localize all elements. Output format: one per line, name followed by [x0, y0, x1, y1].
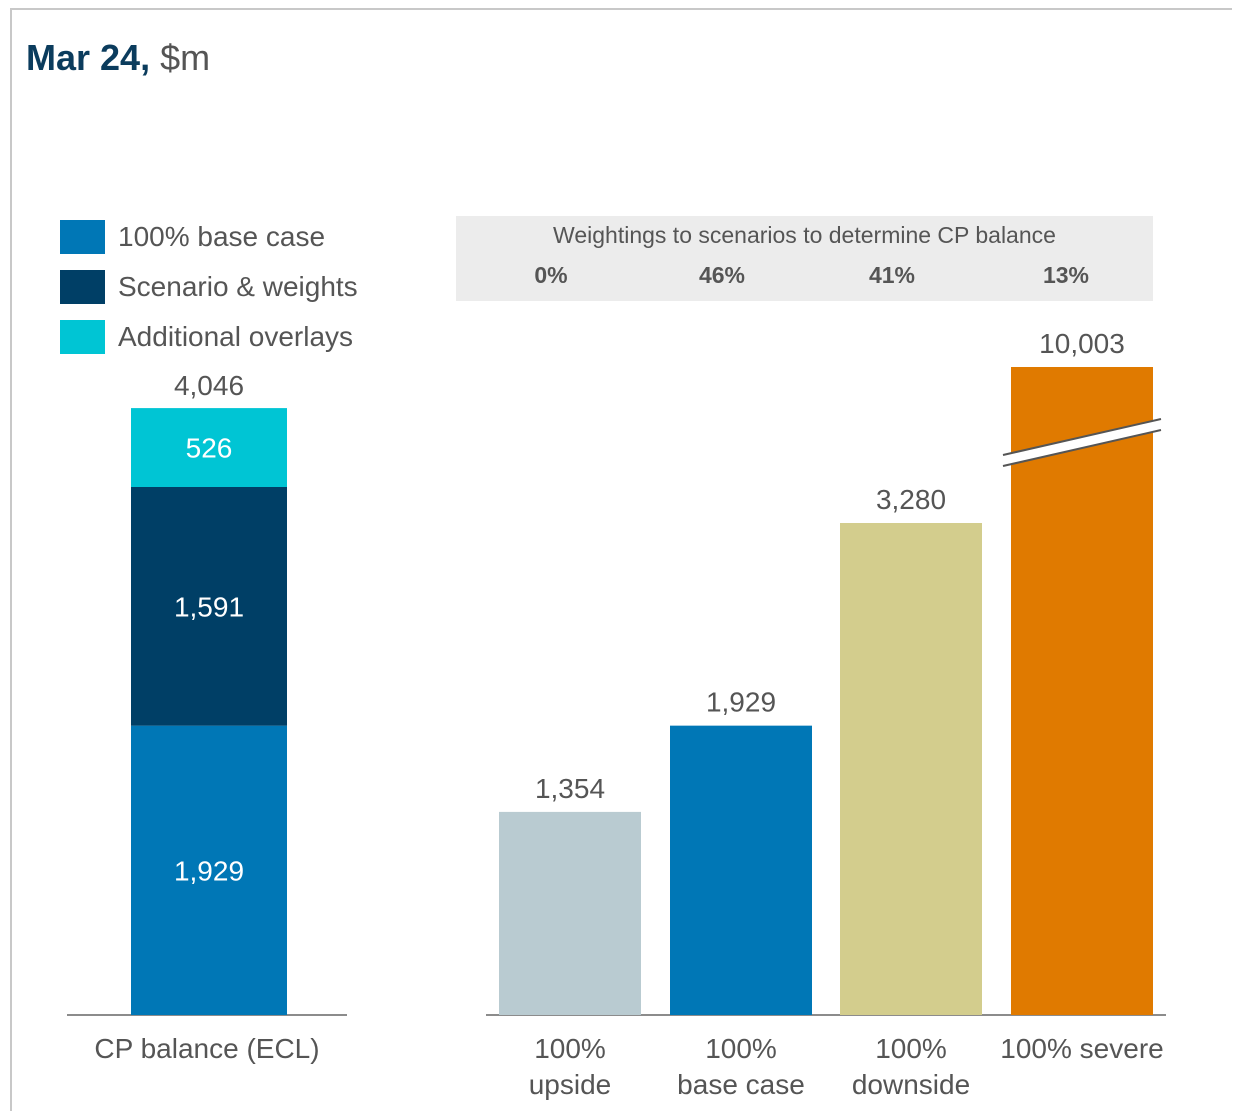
segment-label: 1,591 [174, 591, 244, 622]
axis-break-line [1002, 418, 1162, 456]
legend-swatch [60, 220, 105, 254]
legend-item-base-case: 100% base case [60, 212, 358, 262]
category-label: 100% severe [1000, 1033, 1163, 1064]
weighting-severe: 13% [1042, 262, 1090, 288]
bar [499, 811, 641, 1015]
title-unit: $m [160, 37, 211, 78]
chart-title: Mar 24, $m [26, 36, 210, 80]
segment-label: 1,929 [174, 855, 244, 886]
stacked-segment [131, 408, 287, 487]
weightings-panel: Weightings to scenarios to determine CP … [456, 216, 1153, 301]
bar [840, 523, 982, 1015]
legend: 100% base case Scenario & weights Additi… [60, 212, 358, 362]
stacked-segment [131, 487, 287, 726]
legend-label: Additional overlays [118, 321, 354, 352]
value-label: 3,280 [876, 484, 946, 515]
legend-swatch [60, 270, 105, 304]
segment-label: 526 [186, 433, 233, 464]
legend-swatch [60, 320, 105, 354]
weighting-upside: 0% [534, 262, 568, 288]
axis-break-gap [1003, 419, 1161, 466]
weighting-base-case: 46% [698, 262, 746, 288]
value-label: 1,929 [706, 687, 776, 718]
weightings-title: Weightings to scenarios to determine CP … [553, 222, 1056, 248]
weighting-downside: 41% [868, 262, 916, 288]
category-label: 100% [534, 1033, 606, 1064]
category-label: 100% [705, 1033, 777, 1064]
title-date: Mar 24, [26, 37, 151, 78]
category-label: upside [529, 1069, 612, 1100]
category-label: base case [677, 1069, 805, 1100]
category-label: 100% [875, 1033, 947, 1064]
bar [670, 725, 812, 1015]
category-label: downside [852, 1069, 970, 1100]
axis-break-line [1002, 429, 1162, 467]
legend-label: Scenario & weights [118, 271, 358, 302]
chart-frame [10, 8, 1232, 1111]
legend-item-additional-overlays: Additional overlays [60, 312, 358, 362]
bar [1011, 367, 1153, 1015]
stacked-segment [131, 725, 287, 1015]
category-label: CP balance (ECL) [94, 1033, 319, 1064]
value-label: 1,354 [535, 773, 605, 804]
value-label: 10,003 [1039, 328, 1125, 359]
total-label: 4,046 [174, 370, 244, 401]
legend-item-scenario-weights: Scenario & weights [60, 262, 358, 312]
legend-label: 100% base case [118, 221, 326, 252]
